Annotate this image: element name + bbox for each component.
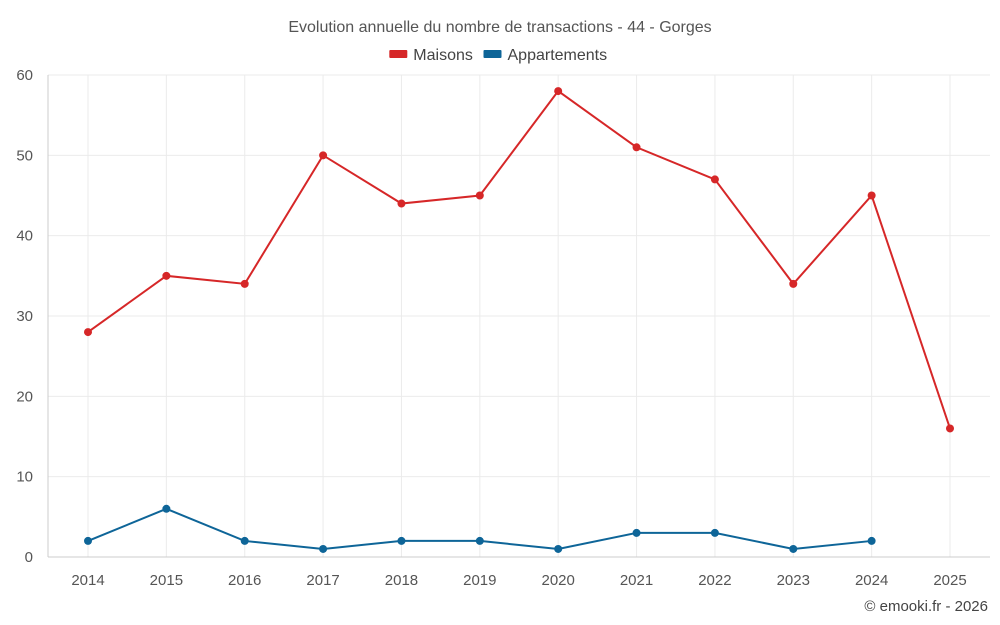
y-tick-label: 30 (16, 308, 33, 325)
y-tick-label: 0 (25, 549, 33, 566)
data-point[interactable] (397, 199, 406, 208)
data-point[interactable] (84, 536, 92, 545)
x-tick-label: 2014 (71, 572, 104, 589)
x-tick-label: 2018 (385, 572, 418, 589)
data-point[interactable] (319, 151, 328, 160)
legend-label[interactable]: Maisons (413, 47, 473, 64)
axes: 0 10 20 30 40 50 60 2014 2015 2016 2017 2018 2019 202… (16, 67, 990, 589)
x-tick-label: 2017 (306, 572, 339, 589)
data-point[interactable] (789, 544, 798, 553)
data-point[interactable] (240, 279, 249, 288)
data-point[interactable] (475, 536, 484, 545)
data-point[interactable] (867, 191, 876, 200)
data-point[interactable] (632, 528, 641, 537)
data-point[interactable] (946, 424, 954, 433)
x-tick-label: 2015 (150, 572, 183, 589)
x-tick-label: 2023 (777, 572, 810, 589)
y-tick-label: 20 (16, 388, 33, 405)
series-group (84, 87, 954, 553)
data-point[interactable] (240, 536, 249, 545)
copyright-notice: © emooki.fr - 2026 (864, 598, 988, 615)
data-point[interactable] (475, 191, 484, 200)
data-point[interactable] (789, 279, 798, 288)
x-tick-label: 2024 (855, 572, 888, 589)
y-tick-label: 60 (16, 67, 33, 84)
y-tick-label: 40 (16, 228, 33, 245)
chart-title: Evolution annuelle du nombre de transact… (288, 19, 711, 36)
y-tick-label: 10 (16, 469, 33, 486)
data-point[interactable] (867, 536, 876, 545)
data-point[interactable] (319, 544, 328, 553)
x-tick-label: 2022 (698, 572, 731, 589)
legend-swatch (483, 50, 502, 58)
data-point[interactable] (84, 328, 92, 337)
y-tick-label: 50 (16, 147, 33, 164)
legend-label[interactable]: Appartements (508, 47, 608, 64)
grid (48, 74, 990, 557)
data-point[interactable] (632, 143, 641, 152)
data-point[interactable] (710, 175, 719, 184)
series-maisons (84, 87, 954, 433)
x-tick-label: 2016 (228, 572, 261, 589)
legend: Maisons Appartements (389, 47, 607, 64)
x-tick-label: 2019 (463, 572, 496, 589)
series-appartements (84, 504, 876, 553)
data-point[interactable] (554, 87, 563, 96)
x-tick-label: 2025 (933, 572, 966, 589)
data-point[interactable] (554, 544, 563, 553)
data-point[interactable] (710, 528, 719, 537)
x-tick-label: 2020 (541, 572, 574, 589)
series-line (87, 89, 951, 429)
x-tick-label: 2021 (620, 572, 653, 589)
legend-swatch (389, 50, 408, 58)
data-point[interactable] (162, 271, 171, 280)
data-point[interactable] (162, 504, 171, 513)
data-point[interactable] (397, 536, 406, 545)
